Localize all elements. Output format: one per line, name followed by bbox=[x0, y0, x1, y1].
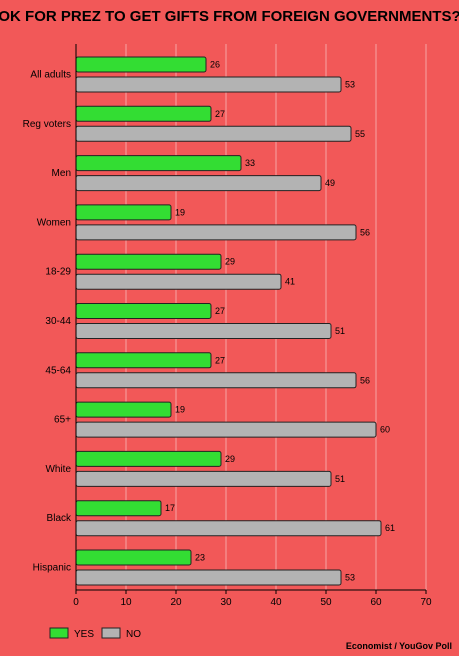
bar-yes bbox=[75, 401, 172, 418]
legend: YES NO bbox=[49, 627, 141, 640]
value-label: 51 bbox=[335, 326, 345, 336]
bar-yes bbox=[75, 155, 242, 172]
bar-no bbox=[75, 76, 342, 93]
bar-no bbox=[75, 224, 357, 241]
value-label: 53 bbox=[345, 80, 355, 90]
x-tick-label: 30 bbox=[220, 597, 232, 608]
bar-yes bbox=[75, 303, 212, 319]
category-label: Hispanic bbox=[33, 563, 71, 574]
bar-no bbox=[75, 470, 332, 487]
x-tick-label: 60 bbox=[370, 597, 382, 608]
value-label: 55 bbox=[355, 129, 365, 139]
x-tick-label: 40 bbox=[270, 597, 282, 608]
bar-no bbox=[75, 323, 332, 339]
category-label: 65+ bbox=[54, 415, 71, 426]
bar-yes bbox=[75, 352, 212, 369]
bar-no bbox=[75, 372, 357, 389]
bar-no bbox=[75, 125, 352, 142]
category-label: Black bbox=[47, 513, 72, 524]
value-label: 27 bbox=[215, 109, 225, 119]
value-label: 26 bbox=[210, 60, 220, 70]
bar-yes bbox=[75, 105, 212, 122]
legend-swatch-no bbox=[101, 627, 121, 639]
value-label: 33 bbox=[245, 158, 255, 168]
bar-yes bbox=[75, 500, 162, 517]
value-label: 29 bbox=[225, 454, 235, 464]
category-label: Reg voters bbox=[23, 119, 71, 130]
value-label: 56 bbox=[360, 227, 370, 237]
value-label: 56 bbox=[360, 375, 370, 385]
x-axis: 0 10 20 30 40 50 60 70 bbox=[73, 44, 432, 608]
value-label: 27 bbox=[215, 306, 225, 316]
value-label: 61 bbox=[385, 523, 395, 533]
category-label: 18-29 bbox=[45, 267, 71, 278]
chart-title: OK FOR PREZ TO GET GIFTS FROM FOREIGN GO… bbox=[0, 8, 459, 25]
value-label: 19 bbox=[175, 207, 185, 217]
value-label: 60 bbox=[380, 425, 390, 435]
value-label: 23 bbox=[195, 553, 205, 563]
value-labels: 26 53 27 55 33 49 19 56 29 41 27 51 27 56 19 60 29 51 17 61… bbox=[165, 60, 395, 583]
value-label: 17 bbox=[165, 503, 175, 513]
x-tick-label: 70 bbox=[420, 597, 432, 608]
legend-swatch-yes bbox=[49, 627, 69, 639]
value-label: 29 bbox=[225, 257, 235, 267]
value-label: 27 bbox=[215, 355, 225, 365]
bar-yes bbox=[75, 56, 207, 73]
value-label: 51 bbox=[335, 474, 345, 484]
bar-no bbox=[75, 421, 377, 438]
category-label: Men bbox=[52, 168, 71, 179]
bar-no bbox=[75, 175, 322, 192]
x-tick-label: 20 bbox=[170, 597, 182, 608]
value-label: 53 bbox=[345, 573, 355, 583]
bars bbox=[75, 56, 382, 586]
value-label: 49 bbox=[325, 178, 335, 188]
source-credit: Economist / YouGov Poll bbox=[346, 641, 452, 651]
category-label: 30-44 bbox=[45, 316, 71, 327]
legend-label-no: NO bbox=[126, 629, 141, 640]
bar-yes bbox=[75, 204, 172, 221]
category-labels: All adults Reg voters Men Women 18-29 30-44 45… bbox=[23, 70, 72, 574]
category-label: White bbox=[45, 464, 71, 475]
bar-yes bbox=[75, 549, 192, 566]
category-label: All adults bbox=[30, 70, 71, 81]
bar-no bbox=[75, 520, 382, 537]
value-label: 41 bbox=[285, 277, 295, 287]
bar-no bbox=[75, 273, 282, 290]
value-label: 19 bbox=[175, 405, 185, 415]
bar-yes bbox=[75, 253, 222, 270]
category-label: Women bbox=[37, 217, 71, 228]
legend-label-yes: YES bbox=[74, 629, 94, 640]
category-label: 45-64 bbox=[45, 365, 71, 376]
bar-no bbox=[75, 569, 342, 586]
x-tick-label: 0 bbox=[73, 597, 79, 608]
bar-yes bbox=[75, 450, 222, 467]
x-tick-label: 50 bbox=[320, 597, 332, 608]
x-tick-label: 10 bbox=[120, 597, 132, 608]
